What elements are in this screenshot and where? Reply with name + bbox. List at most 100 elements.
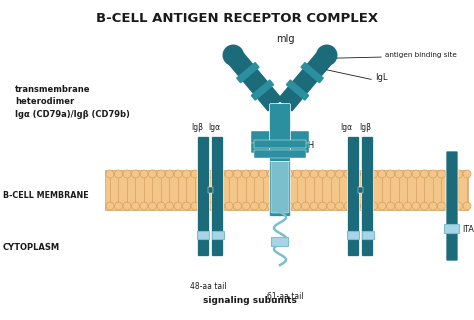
- Circle shape: [267, 170, 275, 178]
- Circle shape: [463, 170, 471, 178]
- Circle shape: [157, 170, 165, 178]
- Polygon shape: [226, 49, 282, 111]
- Circle shape: [403, 202, 411, 210]
- Circle shape: [361, 170, 369, 178]
- Circle shape: [106, 202, 114, 210]
- Circle shape: [225, 202, 233, 210]
- Circle shape: [438, 202, 446, 210]
- Bar: [208, 187, 213, 193]
- Text: IgH: IgH: [300, 140, 314, 149]
- Circle shape: [234, 170, 241, 178]
- Circle shape: [386, 170, 394, 178]
- Circle shape: [336, 170, 344, 178]
- Text: 48-aa tail: 48-aa tail: [190, 282, 226, 291]
- Circle shape: [174, 202, 182, 210]
- FancyBboxPatch shape: [446, 151, 458, 261]
- Circle shape: [429, 202, 437, 210]
- Text: antigen binding site: antigen binding site: [385, 52, 457, 58]
- Circle shape: [223, 45, 243, 65]
- Circle shape: [276, 202, 284, 210]
- Circle shape: [123, 202, 131, 210]
- Circle shape: [217, 170, 225, 178]
- Text: Igα: Igα: [340, 123, 352, 132]
- Circle shape: [301, 202, 310, 210]
- Circle shape: [412, 202, 420, 210]
- Circle shape: [293, 170, 301, 178]
- Circle shape: [191, 170, 199, 178]
- FancyBboxPatch shape: [212, 231, 225, 239]
- FancyBboxPatch shape: [270, 158, 291, 217]
- Text: Igβ: Igβ: [359, 123, 371, 132]
- FancyBboxPatch shape: [198, 231, 210, 239]
- Circle shape: [267, 202, 275, 210]
- Circle shape: [310, 170, 318, 178]
- Circle shape: [182, 170, 191, 178]
- Circle shape: [140, 170, 148, 178]
- Circle shape: [336, 202, 344, 210]
- Circle shape: [446, 202, 454, 210]
- Circle shape: [242, 202, 250, 210]
- Text: B-CELL MEMBRANE: B-CELL MEMBRANE: [3, 190, 89, 199]
- Circle shape: [276, 170, 284, 178]
- Circle shape: [106, 170, 114, 178]
- Text: signaling subunits: signaling subunits: [203, 296, 297, 305]
- Text: Igα: Igα: [208, 123, 220, 132]
- Text: B-CELL ANTIGEN RECEPTOR COMPLEX: B-CELL ANTIGEN RECEPTOR COMPLEX: [96, 12, 378, 25]
- Circle shape: [420, 170, 428, 178]
- Polygon shape: [286, 80, 309, 100]
- Polygon shape: [301, 63, 323, 83]
- Circle shape: [250, 170, 258, 178]
- Circle shape: [319, 202, 327, 210]
- Circle shape: [353, 170, 361, 178]
- FancyBboxPatch shape: [347, 137, 359, 257]
- Circle shape: [463, 202, 471, 210]
- Circle shape: [284, 170, 292, 178]
- Circle shape: [429, 170, 437, 178]
- Circle shape: [200, 202, 208, 210]
- Circle shape: [378, 202, 386, 210]
- Polygon shape: [237, 63, 259, 83]
- Circle shape: [131, 170, 139, 178]
- Text: transmembrane
heterodimer
Igα (CD79a)/Igβ (CD79b): transmembrane heterodimer Igα (CD79a)/Ig…: [15, 85, 130, 119]
- FancyBboxPatch shape: [270, 103, 291, 162]
- Circle shape: [259, 170, 267, 178]
- Circle shape: [370, 202, 377, 210]
- Circle shape: [259, 202, 267, 210]
- Text: IgL: IgL: [375, 74, 388, 83]
- Text: 61-aa tail: 61-aa tail: [267, 292, 303, 301]
- FancyBboxPatch shape: [272, 237, 289, 246]
- Text: CYTOPLASM: CYTOPLASM: [3, 244, 60, 252]
- Circle shape: [327, 202, 335, 210]
- FancyBboxPatch shape: [198, 137, 210, 257]
- Circle shape: [148, 202, 156, 210]
- Circle shape: [208, 170, 216, 178]
- Circle shape: [386, 202, 394, 210]
- Circle shape: [225, 170, 233, 178]
- Circle shape: [438, 170, 446, 178]
- Circle shape: [148, 170, 156, 178]
- Text: Igβ: Igβ: [191, 123, 203, 132]
- FancyBboxPatch shape: [363, 231, 374, 239]
- Circle shape: [131, 202, 139, 210]
- Circle shape: [115, 170, 122, 178]
- Text: mIg: mIg: [276, 34, 294, 44]
- FancyBboxPatch shape: [211, 137, 224, 257]
- Circle shape: [319, 170, 327, 178]
- Circle shape: [174, 170, 182, 178]
- Circle shape: [242, 170, 250, 178]
- Polygon shape: [251, 80, 273, 100]
- Circle shape: [293, 202, 301, 210]
- Circle shape: [115, 202, 122, 210]
- Circle shape: [140, 202, 148, 210]
- Circle shape: [301, 170, 310, 178]
- Circle shape: [446, 170, 454, 178]
- Bar: [254, 150, 306, 158]
- Bar: [254, 140, 306, 148]
- Circle shape: [191, 202, 199, 210]
- Circle shape: [182, 202, 191, 210]
- Circle shape: [123, 170, 131, 178]
- FancyBboxPatch shape: [362, 137, 374, 257]
- Circle shape: [208, 202, 216, 210]
- Circle shape: [353, 202, 361, 210]
- Circle shape: [420, 202, 428, 210]
